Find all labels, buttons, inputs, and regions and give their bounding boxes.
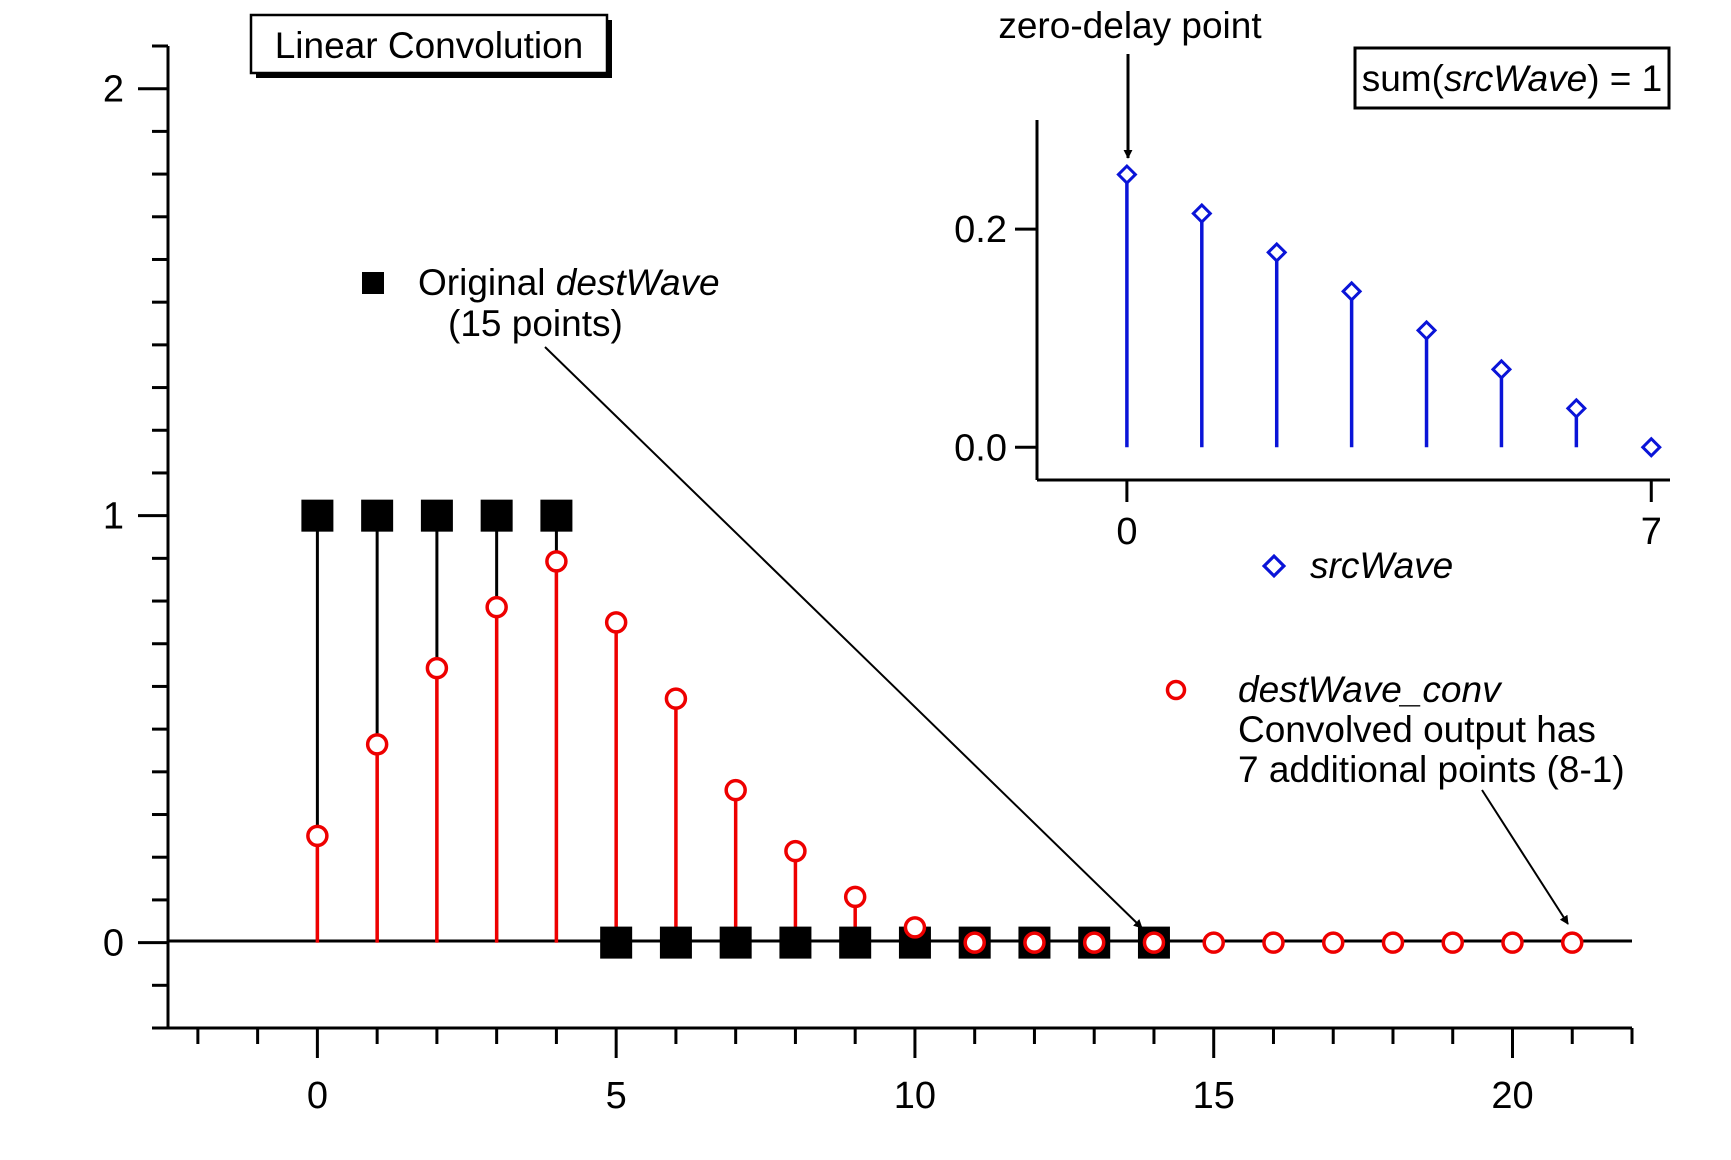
main-y-tick-label: 1 [103,496,124,538]
destwave-point [301,499,334,532]
destwave-point [540,499,573,532]
destwave-conv-point [306,824,329,848]
destwave-conv-point [365,733,389,756]
destwave-conv-point [1501,931,1524,954]
main-x-tick-label: 0 [307,1075,328,1117]
srcwave-point [1565,397,1587,419]
destwave-conv-point [1560,931,1584,954]
destwave-conv-point [425,656,449,680]
inset-markers [1116,163,1662,458]
main-stems [315,515,917,943]
main-x-tick-label: 10 [894,1075,936,1117]
inset-x-tick-label: 0 [1116,511,1137,553]
main-y-ticks: 0 1 2 [103,44,168,1030]
srcwave-point [1116,163,1138,186]
legend-destwave-conv-swatch [1165,679,1187,701]
sum-label: sum(srcWave) = 1 [1362,58,1663,99]
legend-destwave-count: (15 points) [448,303,623,344]
destwave-point [839,926,872,959]
main-x-tick-label: 20 [1491,1075,1533,1117]
legend-destwave-swatch [362,272,384,294]
legend-destwave-conv-line3: 7 additional points (8-1) [1238,749,1625,790]
main-x-tick-label: 15 [1193,1075,1235,1117]
destwave-conv-point [843,885,867,909]
main-y-tick-label: 2 [103,69,124,111]
srcwave-point [1640,436,1662,458]
sum-box: sum(srcWave) = 1 [1353,46,1671,110]
srcwave-point [1266,241,1288,264]
srcwave-point [1490,358,1513,380]
destwave-point [719,926,752,959]
destwave-point [779,926,812,959]
legend-destwave-conv: destWave_conv Convolved output has 7 add… [1165,669,1625,790]
srcwave-point [1191,202,1213,225]
main-markers [301,499,1584,959]
destwave-point [480,499,513,532]
srcwave-point [1341,280,1363,302]
zero-delay-label: zero-delay point [998,5,1262,46]
srcwave-point [1415,319,1438,342]
arrow-to-last-destwave-point [544,346,1143,929]
destwave-conv-point [903,916,927,939]
main-y-tick-label: 0 [103,923,124,965]
chart-title: Linear Convolution [275,25,584,66]
inset-x-tick-label: 7 [1641,511,1662,553]
destwave-conv-point [1142,931,1166,954]
destwave-conv-point [1381,931,1405,954]
arrow-to-last-conv-point [1481,789,1569,925]
destwave-conv-point [664,687,688,710]
destwave-point [600,926,633,959]
destwave-conv-point [1023,931,1046,954]
legend-destwave: Original destWave (15 points) [362,262,720,344]
legend-srcwave-label: srcWave [1310,545,1453,586]
main-x-tick-label: 5 [606,1075,627,1117]
legend-srcwave: srcWave [1261,545,1453,586]
destwave-conv-point [545,550,568,573]
legend-srcwave-swatch [1261,553,1287,579]
inset-y-ticks: 0.0 0.2 [954,209,1037,469]
destwave-conv-point [1441,931,1464,954]
destwave-conv-point [724,778,747,802]
destwave-conv-point [1262,931,1285,954]
legend-destwave-label: Original destWave [418,262,720,303]
main-x-ticks: 0 5 10 15 20 [196,1028,1634,1117]
chart-title-box: Linear Convolution [249,13,612,78]
destwave-conv-point [604,611,628,634]
legend-destwave-conv-line2: Convolved output has [1238,709,1596,750]
destwave-conv-point [485,595,508,619]
destwave-conv-point [1321,931,1345,954]
destwave-conv-point [1082,931,1106,954]
legend-destwave-conv-label: destWave_conv [1238,669,1503,710]
destwave-point [420,499,453,532]
destwave-conv-point [1202,931,1225,954]
main-chart: 0 1 2 0 5 10 15 20 [103,44,1634,1117]
destwave-conv-point [784,839,807,863]
inset-y-tick-label: 0.2 [954,209,1007,251]
destwave-conv-point [963,931,986,954]
destwave-point [659,926,692,959]
inset-stems [1125,174,1579,448]
destwave-point [361,499,394,532]
inset-y-tick-label: 0.0 [954,427,1007,469]
